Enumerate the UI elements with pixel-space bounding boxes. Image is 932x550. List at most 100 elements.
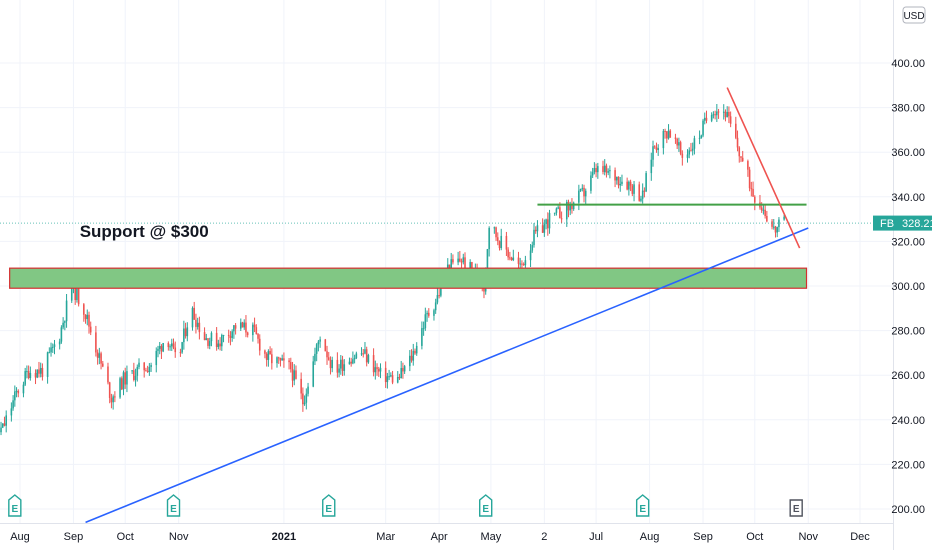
candle-body [258, 338, 261, 351]
candle-body [452, 259, 454, 263]
candle-body [752, 188, 754, 197]
earnings-marker-shape [479, 494, 493, 517]
candle-body [517, 257, 520, 264]
earnings-marker[interactable]: E [322, 494, 336, 517]
candle-body [341, 359, 344, 371]
candle-body [36, 369, 39, 378]
candle-body [112, 396, 114, 403]
earnings-marker-shape [789, 499, 803, 517]
candle-body [643, 190, 646, 192]
candle-body [303, 402, 306, 405]
candle-body [355, 353, 358, 359]
candle-body [602, 166, 604, 172]
x-tick-label: Jul [589, 531, 603, 543]
price-axis[interactable]: 200.00 220.00 240.00 260.00 280.00 300.00 320.… [891, 58, 925, 516]
candle-body [367, 355, 370, 363]
candle-body [459, 258, 461, 262]
candle-body [778, 219, 780, 228]
candle-body [193, 307, 196, 320]
candle-body [145, 370, 147, 372]
candle-body [409, 355, 411, 367]
candle-body [505, 235, 508, 250]
x-tick-label: Oct [746, 531, 763, 543]
candle-body [231, 331, 233, 338]
candle-body [619, 183, 622, 186]
candle-body [50, 347, 52, 353]
candle-body [70, 287, 73, 301]
candle-body [783, 216, 785, 220]
candle-body [336, 359, 339, 373]
candle-body [372, 355, 375, 373]
candle-body [679, 142, 682, 154]
candle-body [114, 396, 116, 398]
candle-body [388, 376, 390, 378]
candle-body [664, 130, 666, 132]
candle-body [750, 188, 753, 190]
candle-body [255, 327, 258, 335]
candle-body [591, 172, 594, 176]
candle-body [567, 201, 570, 211]
candle-body [583, 187, 585, 197]
earnings-marker[interactable]: E [479, 494, 493, 517]
y-tick-label: 340.00 [891, 192, 925, 204]
candle-body [29, 372, 32, 379]
candle-body [747, 161, 749, 170]
x-tick-label: Mar [376, 531, 395, 543]
candle-body [738, 147, 741, 157]
currency-label: USD [903, 11, 924, 22]
earnings-marker[interactable]: E [8, 494, 22, 517]
candle-body [703, 117, 706, 121]
candle-body [143, 362, 145, 371]
candle-body [626, 181, 628, 190]
earnings-marker-shape [635, 494, 650, 517]
candle-body [541, 225, 544, 233]
candle-body [560, 218, 563, 220]
candle-body [433, 310, 435, 316]
candle-body [655, 147, 658, 151]
candle-body [74, 281, 76, 300]
candle-body [714, 114, 716, 116]
earnings-marker-shape [166, 494, 181, 517]
candle-body [690, 150, 692, 152]
candle-body [716, 111, 718, 116]
candle-body [736, 137, 739, 148]
x-tick-label: Dec [850, 531, 870, 543]
candle-body [753, 196, 756, 203]
candle-body [565, 201, 568, 220]
candle-body [295, 370, 297, 379]
time-axis[interactable]: Aug Sep Oct Nov 2021 Mar Apr May 2 Jul Aug Sep Oct No… [10, 531, 870, 543]
grid-lines [0, 0, 893, 523]
candle-body [724, 111, 727, 118]
candle-body [245, 322, 247, 333]
currency-badge[interactable]: USD [902, 6, 926, 24]
candle-body [772, 226, 775, 228]
earnings-marker[interactable]: E [166, 494, 181, 517]
candle-body [427, 312, 430, 316]
candle-body [302, 393, 304, 405]
earnings-marker-letter: E [482, 504, 489, 515]
candle-body [352, 359, 354, 364]
candle-body [415, 345, 418, 354]
earnings-marker[interactable]: E [635, 494, 650, 517]
candle-body [666, 131, 668, 139]
candle-body [705, 117, 708, 121]
candle-body [764, 209, 766, 216]
x-tick-label: May [480, 531, 501, 543]
support-annotation[interactable]: Support @ $300 [80, 222, 209, 241]
x-tick-label: Aug [640, 531, 660, 543]
earnings-marker[interactable]: E [789, 499, 803, 517]
candle-body [183, 328, 185, 343]
symbol-label: FB [880, 218, 894, 230]
candle-body [196, 322, 199, 327]
candle-body [519, 263, 522, 265]
candle-body [674, 137, 677, 139]
candle-body [101, 363, 104, 367]
y-tick-label: 400.00 [891, 58, 925, 70]
candle-body [638, 184, 641, 201]
candle-body [729, 116, 732, 124]
candle-body [460, 261, 463, 263]
earnings-marker-letter: E [325, 504, 332, 515]
candle-body [384, 367, 387, 383]
candle-body [146, 370, 149, 372]
